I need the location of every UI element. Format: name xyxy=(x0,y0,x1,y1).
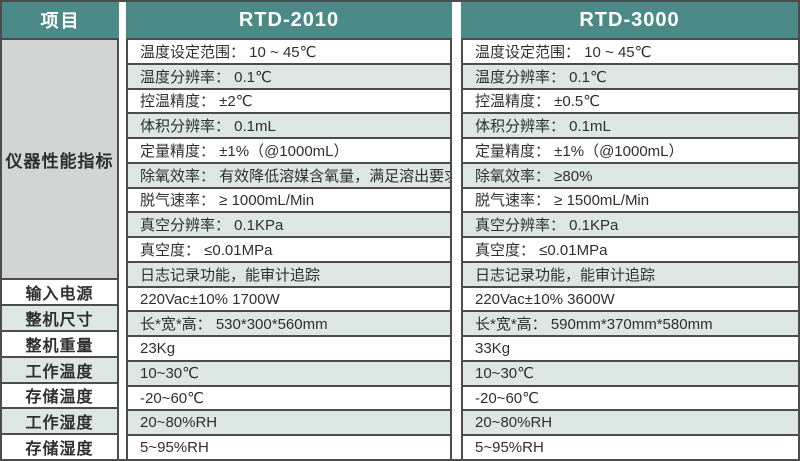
spec-cell: 220Vac±10% 1700W xyxy=(128,285,450,311)
spec-cell: 日志记录功能，能审计追踪 xyxy=(128,260,450,286)
spec-cell: 脱气速率： ≥ 1500mL/Min xyxy=(463,186,798,212)
spec-cell: 温度分辨率： 0.1℃ xyxy=(128,62,450,88)
table-body: 仪器性能指标 输入电源 整机尺寸 整机重量 工作温度 存储温度 工作湿度 存储湿… xyxy=(2,38,798,459)
column-gutter xyxy=(452,38,461,459)
header-model-rtd3000: RTD-3000 xyxy=(461,2,798,38)
row-label: 工作湿度 xyxy=(2,407,117,434)
column-gutter xyxy=(119,2,126,38)
spec-cell: 体积分辨率： 0.1mL xyxy=(128,112,450,138)
spec-cell: 5~95%RH xyxy=(128,434,450,459)
row-label: 存储温度 xyxy=(2,381,117,408)
spec-cell: 控温精度： ±0.5℃ xyxy=(463,87,798,113)
spec-cell: 真空度： ≤0.01MPa xyxy=(463,236,798,261)
spec-cell: 日志记录功能，能审计追踪 xyxy=(463,260,798,286)
row-label: 输入电源 xyxy=(2,278,117,305)
table-header-row: 项目 RTD-2010 RTD-3000 xyxy=(2,2,798,38)
spec-cell: 温度分辨率： 0.1℃ xyxy=(463,62,798,88)
row-label: 整机重量 xyxy=(2,329,117,356)
spec-cell: 定量精度： ±1%（@1000mL） xyxy=(463,137,798,162)
spec-cell: 23Kg xyxy=(128,335,450,360)
spec-cell: 5~95%RH xyxy=(463,434,798,459)
spec-cell: 20~80%RH xyxy=(128,409,450,435)
spec-cell: 脱气速率： ≥ 1000mL/Min xyxy=(128,186,450,212)
rtd2010-column: 温度设定范围： 10 ~ 45℃ 温度分辨率： 0.1℃ 控温精度： ±2℃ 体… xyxy=(126,38,452,459)
spec-cell: 长*宽*高： 530*300*560mm xyxy=(128,310,450,336)
spec-cell: 温度设定范围： 10 ~ 45℃ xyxy=(128,40,450,63)
header-model-rtd2010: RTD-2010 xyxy=(126,2,452,38)
header-item-column: 项目 xyxy=(2,2,119,38)
spec-cell: 长*宽*高： 590mm*370mm*580mm xyxy=(463,310,798,336)
column-gutter xyxy=(119,38,126,459)
spec-cell: 33Kg xyxy=(463,335,798,360)
rtd3000-column: 温度设定范围： 10 ~ 45℃ 温度分辨率： 0.1℃ 控温精度： ±0.5℃… xyxy=(461,38,798,459)
row-label: 整机尺寸 xyxy=(2,304,117,330)
spec-cell: 10~30℃ xyxy=(128,359,450,385)
row-label: 工作温度 xyxy=(2,355,117,382)
spec-cell: -20~60℃ xyxy=(128,384,450,410)
performance-group-label: 仪器性能指标 xyxy=(2,40,117,279)
spec-cell: 温度设定范围： 10 ~ 45℃ xyxy=(463,40,798,63)
spec-cell: 真空分辨率： 0.1KPa xyxy=(128,211,450,237)
column-gutter xyxy=(452,2,461,38)
spec-cell: 控温精度： ±2℃ xyxy=(128,87,450,113)
spec-cell: 220Vac±10% 3600W xyxy=(463,285,798,311)
spec-cell: 真空分辨率： 0.1KPa xyxy=(463,211,798,237)
spec-cell: 20~80%RH xyxy=(463,409,798,435)
spec-cell: 真空度： ≤0.01MPa xyxy=(128,236,450,261)
item-column: 仪器性能指标 输入电源 整机尺寸 整机重量 工作温度 存储温度 工作湿度 存储湿… xyxy=(2,38,119,459)
spec-cell: 除氧效率： 有效降低溶媒含氧量，满足溶出要求 xyxy=(128,161,450,187)
spec-cell: -20~60℃ xyxy=(463,384,798,410)
spec-cell: 体积分辨率： 0.1mL xyxy=(463,112,798,138)
spec-cell: 定量精度： ±1%（@1000mL） xyxy=(128,137,450,162)
row-label: 存储湿度 xyxy=(2,433,117,459)
spec-cell: 10~30℃ xyxy=(463,359,798,385)
spec-cell: 除氧效率： ≥80% xyxy=(463,161,798,187)
